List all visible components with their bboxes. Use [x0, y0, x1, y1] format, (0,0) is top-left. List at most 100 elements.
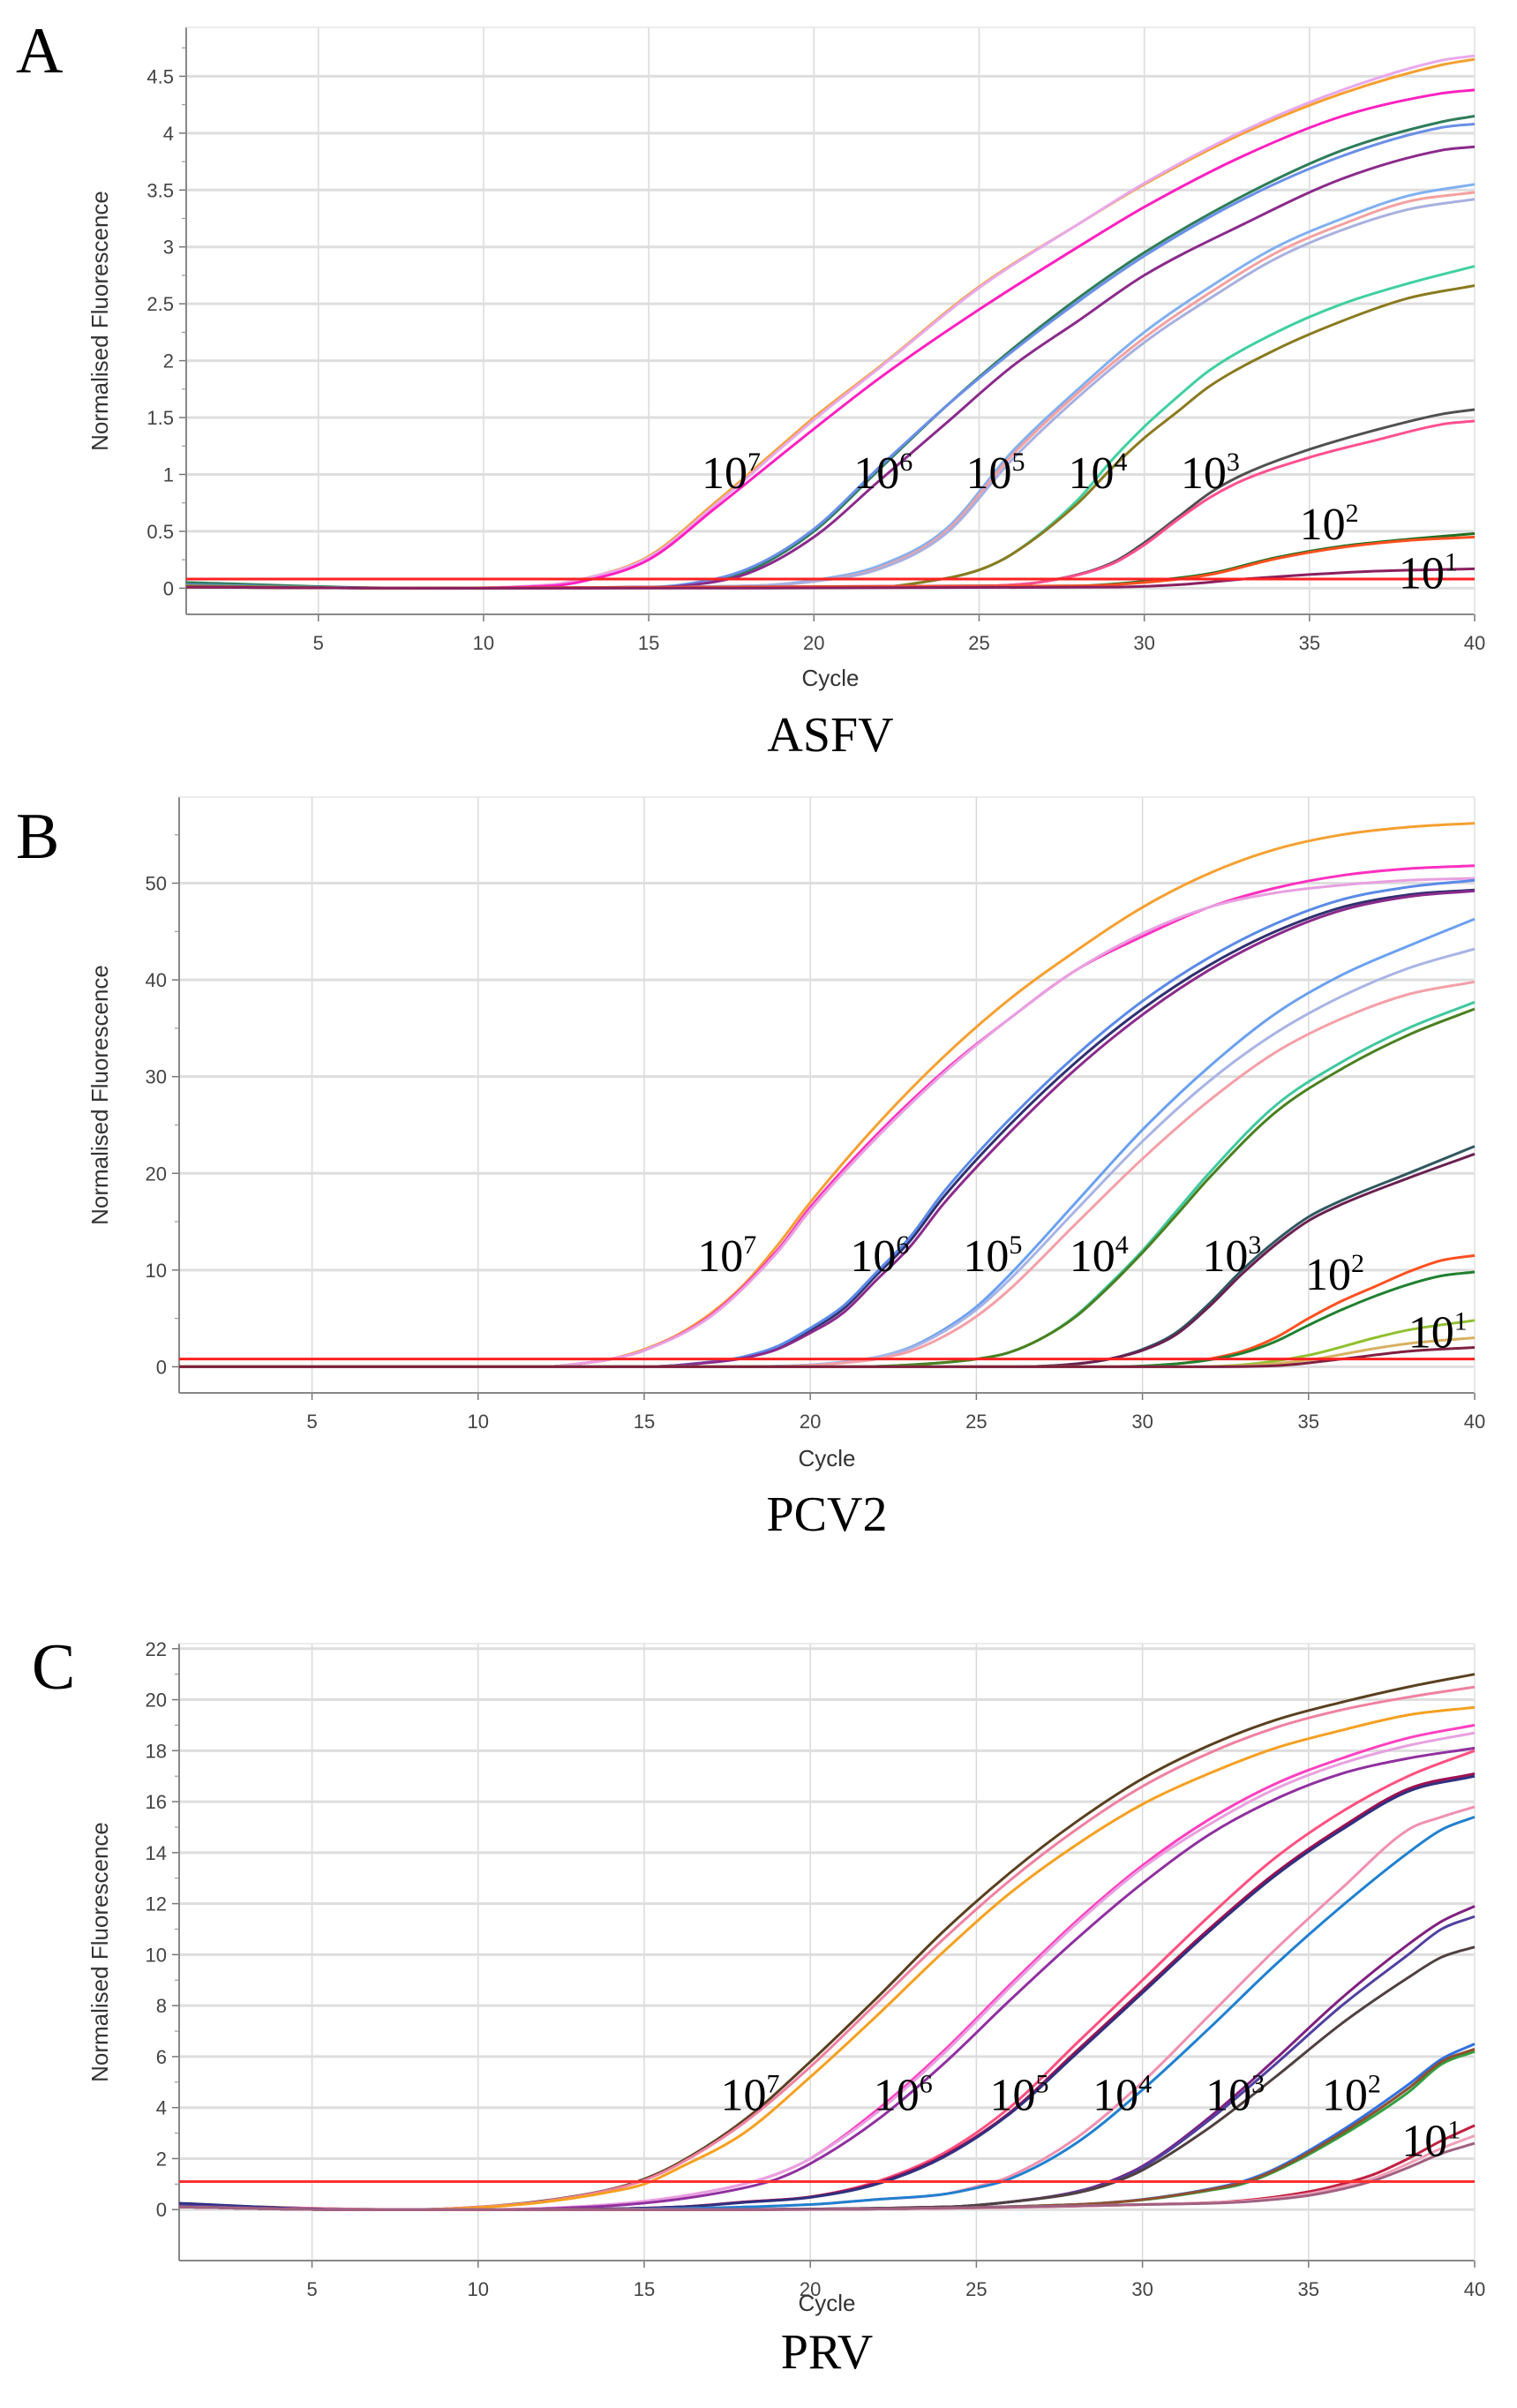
- y-tick-label: 4: [163, 123, 174, 145]
- y-tick-label: 6: [156, 2046, 167, 2068]
- dilution-label-exponent: 3: [1251, 2070, 1265, 2099]
- dilution-label-base: 10: [963, 1231, 1009, 1282]
- dilution-label-base: 10: [1069, 448, 1115, 499]
- y-tick-label: 10: [146, 1260, 167, 1282]
- y-tick-label: 50: [146, 873, 167, 895]
- dilution-label-exponent: 7: [743, 1230, 756, 1260]
- dilution-label-exponent: 5: [1035, 2070, 1048, 2099]
- panel-title: PCV2: [767, 1487, 888, 1542]
- x-tick-label: 40: [1464, 632, 1485, 654]
- y-axis-title: Normalised Fluorescence: [86, 191, 113, 451]
- y-tick-label: 4.5: [146, 65, 174, 87]
- y-tick-label: 0.5: [146, 521, 174, 543]
- dilution-label: 107: [721, 2070, 780, 2121]
- dilution-label-exponent: 2: [1368, 2070, 1381, 2099]
- dilution-label-exponent: 7: [767, 2070, 780, 2099]
- dilution-label: 101: [1401, 2116, 1461, 2167]
- y-tick-label: 40: [146, 969, 167, 991]
- y-tick-label: 3: [163, 237, 174, 259]
- panel-letter: C: [32, 1631, 75, 1704]
- y-tick-label: 0: [156, 2199, 167, 2221]
- dilution-label: 104: [1093, 2070, 1152, 2121]
- x-tick-label: 30: [1131, 1411, 1153, 1433]
- dilution-label-base: 10: [1401, 2117, 1447, 2167]
- dilution-label-exponent: 1: [1447, 2116, 1461, 2145]
- y-tick-label: 2.5: [146, 293, 174, 315]
- x-tick-label: 25: [968, 632, 989, 654]
- y-tick-label: 30: [146, 1066, 167, 1088]
- x-tick-label: 30: [1131, 2278, 1153, 2300]
- y-tick-label: 10: [146, 1944, 167, 1966]
- x-tick-label: 35: [1298, 2278, 1319, 2300]
- x-tick-label: 5: [313, 632, 324, 654]
- y-axis-title: Normalised Fluorescence: [86, 1822, 113, 2082]
- y-tick-label: 0: [163, 577, 174, 599]
- amplification-curve: [179, 889, 1476, 1368]
- x-tick-label: 10: [468, 2278, 489, 2300]
- x-axis-title: Cycle: [798, 2290, 855, 2316]
- dilution-label: 103: [1205, 2070, 1265, 2121]
- dilution-label: 106: [874, 2070, 933, 2121]
- x-tick-label: 40: [1464, 1411, 1485, 1433]
- dilution-label: 105: [965, 448, 1025, 499]
- dilution-label: 102: [1322, 2070, 1381, 2121]
- dilution-label-base: 10: [874, 2071, 920, 2121]
- dilution-label-exponent: 1: [1454, 1306, 1468, 1336]
- dilution-label: 104: [1069, 448, 1128, 499]
- x-axis-title: Cycle: [801, 665, 859, 691]
- dilution-label-base: 10: [1305, 1250, 1351, 1300]
- y-tick-label: 18: [146, 1740, 167, 1762]
- y-tick-label: 14: [146, 1842, 167, 1864]
- x-tick-label: 25: [965, 1411, 987, 1433]
- dilution-label-base: 10: [989, 2071, 1035, 2121]
- x-tick-label: 25: [965, 2278, 987, 2300]
- amplification-curve: [179, 1346, 1476, 1368]
- dilution-label-exponent: 4: [1115, 1230, 1129, 1260]
- y-tick-label: 20: [146, 1689, 167, 1712]
- dilution-label: 103: [1202, 1230, 1261, 1282]
- panel-title: ASFV: [767, 708, 893, 763]
- amplification-curve: [178, 2141, 1476, 2211]
- dilution-label: 107: [702, 448, 761, 499]
- x-tick-label: 20: [803, 632, 824, 654]
- dilution-label-base: 10: [850, 1231, 896, 1282]
- series-group: [178, 1673, 1476, 2211]
- dilution-label: 104: [1070, 1230, 1129, 1282]
- dilution-label-base: 10: [1093, 2071, 1138, 2121]
- amplification-curve: [179, 877, 1476, 1368]
- x-tick-label: 20: [800, 2278, 821, 2300]
- x-tick-label: 30: [1133, 632, 1154, 654]
- dilution-label-exponent: 6: [920, 2070, 933, 2099]
- x-tick-label: 15: [638, 632, 659, 654]
- x-tick-label: 35: [1299, 632, 1320, 654]
- dilution-label-base: 10: [1408, 1307, 1454, 1358]
- dilution-label: 101: [1408, 1306, 1468, 1358]
- dilution-label: 103: [1181, 448, 1240, 499]
- dilution-label-exponent: 3: [1227, 448, 1240, 477]
- y-tick-label: 1.5: [146, 407, 174, 429]
- series-group: [185, 54, 1476, 590]
- dilution-label: 101: [1399, 547, 1458, 598]
- dilution-label-base: 10: [965, 448, 1011, 499]
- y-tick-label: 0: [156, 1356, 167, 1378]
- amplification-curve: [185, 567, 1476, 590]
- x-tick-label: 15: [634, 1411, 655, 1433]
- dilution-label-base: 10: [1300, 500, 1346, 550]
- dilution-label-base: 10: [1202, 1231, 1248, 1282]
- y-tick-label: 20: [146, 1163, 167, 1185]
- dilution-label-exponent: 6: [899, 448, 912, 477]
- y-tick-label: 12: [146, 1893, 167, 1915]
- x-tick-label: 35: [1298, 1411, 1319, 1433]
- dilution-label-exponent: 5: [1011, 448, 1025, 477]
- dilution-label-exponent: 6: [896, 1230, 909, 1260]
- dilution-label-exponent: 3: [1248, 1230, 1261, 1260]
- dilution-label-base: 10: [702, 448, 747, 499]
- dilution-label-base: 10: [1322, 2071, 1368, 2121]
- dilution-label: 105: [963, 1230, 1022, 1282]
- y-tick-label: 1: [163, 463, 174, 485]
- amplification-curve: [178, 1705, 1476, 2211]
